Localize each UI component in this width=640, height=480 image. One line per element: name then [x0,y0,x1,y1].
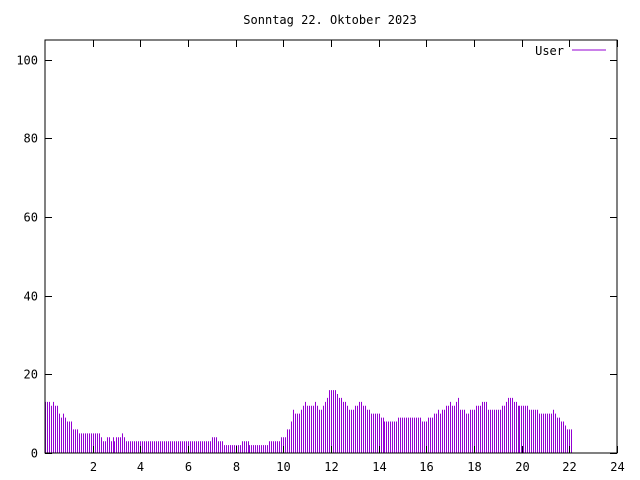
x-tick-label: 18 [467,460,481,474]
y-tick-label: 0 [31,447,38,461]
chart-title: Sonntag 22. Oktober 2023 [243,13,416,27]
x-tick-label: 4 [137,460,144,474]
x-tick-label: 8 [233,460,240,474]
bar-series-user [45,390,572,453]
legend: User [535,44,606,58]
legend-label-user: User [535,44,564,58]
x-tick-label: 22 [562,460,576,474]
x-tick-label: 16 [419,460,433,474]
y-tick-label: 80 [24,132,38,146]
x-tick-label: 12 [324,460,338,474]
x-tick-label: 24 [610,460,624,474]
x-tick-label: 6 [185,460,192,474]
y-tick-label: 40 [24,290,38,304]
y-tick-label: 60 [24,211,38,225]
x-tick-label: 10 [276,460,290,474]
x-tick-label: 20 [515,460,529,474]
x-tick-label: 2 [90,460,97,474]
x-tick-label: 14 [372,460,386,474]
y-tick-label: 100 [16,54,38,68]
y-tick-label: 20 [24,368,38,382]
